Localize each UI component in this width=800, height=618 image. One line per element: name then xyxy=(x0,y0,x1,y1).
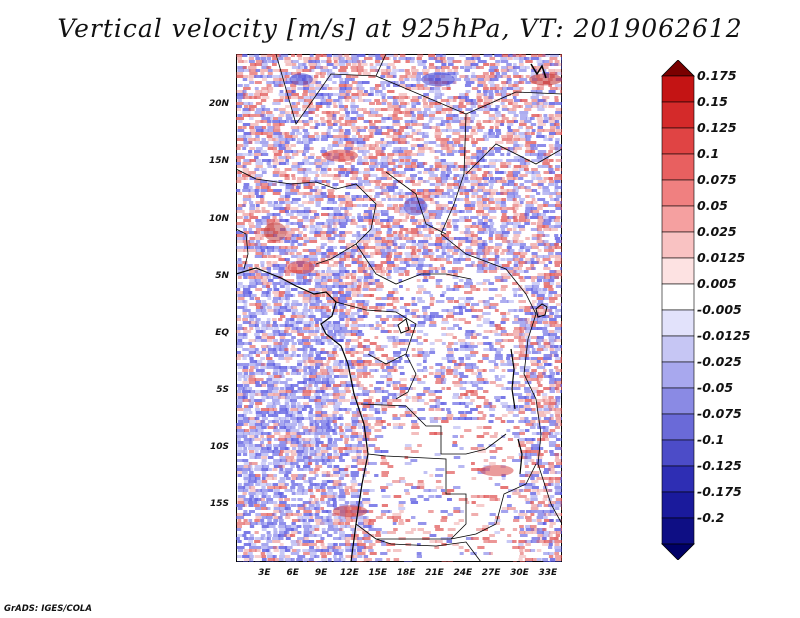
colorbar-tick-label: -0.025 xyxy=(697,354,742,369)
colorbar-tick-label: -0.0125 xyxy=(697,328,751,343)
colorbar-segment xyxy=(661,413,695,441)
colorbar-segment xyxy=(661,439,695,467)
lat-tick-label: 10S xyxy=(209,441,229,452)
lat-tick-label: 5N xyxy=(215,270,229,281)
border-line xyxy=(335,301,417,365)
lake xyxy=(510,348,516,410)
colorbar-segment xyxy=(661,101,695,129)
colorbar-bottom-arrow xyxy=(661,543,695,560)
colorbar-segment xyxy=(661,153,695,181)
lat-tick-label: 15S xyxy=(209,498,229,509)
colorbar-tick-label: 0.05 xyxy=(697,198,728,213)
lake xyxy=(535,303,548,318)
colorbar-tick-label: 0.005 xyxy=(697,276,737,291)
velocity-field-map xyxy=(236,54,562,562)
intensity-blob xyxy=(322,149,359,162)
colorbar-segment xyxy=(661,465,695,493)
border-line xyxy=(523,313,562,525)
colorbar-segment xyxy=(661,179,695,207)
colorbar-segment xyxy=(661,231,695,259)
border-line xyxy=(360,403,507,455)
lat-tick-label: EQ xyxy=(215,327,229,338)
colorbar-tick-label: 0.075 xyxy=(697,172,737,187)
intensity-blob xyxy=(529,73,562,86)
border-line xyxy=(375,75,537,315)
border-line xyxy=(355,243,472,285)
colorbar-segment xyxy=(661,283,695,311)
colorbar-tick-label: 0.125 xyxy=(697,120,737,135)
intensity-blob xyxy=(289,73,313,86)
intensity-blob xyxy=(403,197,428,216)
border-line xyxy=(355,523,482,562)
intensity-blob xyxy=(479,464,514,477)
border-line xyxy=(275,54,387,125)
border-line xyxy=(450,463,537,540)
lon-tick-label: 21E xyxy=(425,568,444,578)
border-line xyxy=(395,353,417,400)
coastline-sea xyxy=(530,63,547,79)
lake xyxy=(517,438,523,475)
colorbar-segment xyxy=(661,75,695,103)
colorbar-segment xyxy=(661,257,695,285)
colorbar-tick-label: 0.15 xyxy=(697,94,728,109)
colorbar-tick-label: 0.0125 xyxy=(697,250,746,265)
colorbar-tick-label: 0.1 xyxy=(697,146,720,161)
intensity-blob xyxy=(287,260,315,275)
lon-tick-label: 27E xyxy=(481,568,501,578)
country-borders xyxy=(236,54,562,562)
border-line xyxy=(236,168,377,265)
lon-tick-label: 24E xyxy=(453,568,473,578)
colorbar-segment xyxy=(661,309,695,337)
colorbar-tick-label: 0.025 xyxy=(697,224,737,239)
colorbar-tick-label: -0.175 xyxy=(697,484,742,499)
colorbar-tick-label: -0.1 xyxy=(697,432,725,447)
intensity-blob xyxy=(421,72,455,87)
colorbar-tick-label: -0.2 xyxy=(697,510,725,525)
colorbar-segment xyxy=(661,205,695,233)
lon-tick-label: 9E xyxy=(314,568,328,578)
border-line xyxy=(385,171,447,235)
lat-tick-label: 15N xyxy=(208,156,229,167)
colorbar-segment xyxy=(661,335,695,363)
chart-title: Vertical velocity [m/s] at 925hPa, VT: 2… xyxy=(57,14,743,43)
colorbar-tick-label: -0.075 xyxy=(697,406,742,421)
border-line xyxy=(236,228,249,270)
intensity-blob xyxy=(332,505,368,518)
colorbar-tick-label: 0.175 xyxy=(697,68,737,83)
lat-tick-label: 10N xyxy=(208,213,229,224)
lon-tick-label: 12E xyxy=(340,568,359,578)
lon-tick-label: 3E xyxy=(258,568,271,578)
colorbar-segment xyxy=(661,491,695,519)
lon-tick-label: 6E xyxy=(286,568,299,578)
lon-tick-label: 18E xyxy=(396,568,416,578)
lon-tick-label: 33E xyxy=(538,568,558,578)
lat-tick-label: 20N xyxy=(208,99,229,110)
lat-tick-label: 5S xyxy=(216,384,229,395)
colorbar-tick-label: -0.005 xyxy=(697,302,742,317)
colorbar-top-arrow xyxy=(661,60,695,77)
border-line xyxy=(465,143,562,175)
border-line xyxy=(465,91,562,115)
colorbar-segment xyxy=(661,127,695,155)
intensity-blob xyxy=(263,222,287,242)
lake xyxy=(397,318,410,334)
lon-tick-label: 15E xyxy=(368,568,388,578)
colorbar-segment xyxy=(661,387,695,415)
colorbar-segment xyxy=(661,517,695,545)
colorbar-tick-label: -0.05 xyxy=(697,380,734,395)
lon-tick-label: 30E xyxy=(510,568,529,578)
border-line xyxy=(367,453,467,540)
coastline xyxy=(236,267,369,562)
velocity-field xyxy=(236,54,562,562)
colorbar-tick-label: -0.125 xyxy=(697,458,742,473)
colorbar xyxy=(661,60,695,560)
colorbar-segment xyxy=(661,361,695,389)
grads-credit: GrADS: IGES/COLA xyxy=(4,604,92,614)
